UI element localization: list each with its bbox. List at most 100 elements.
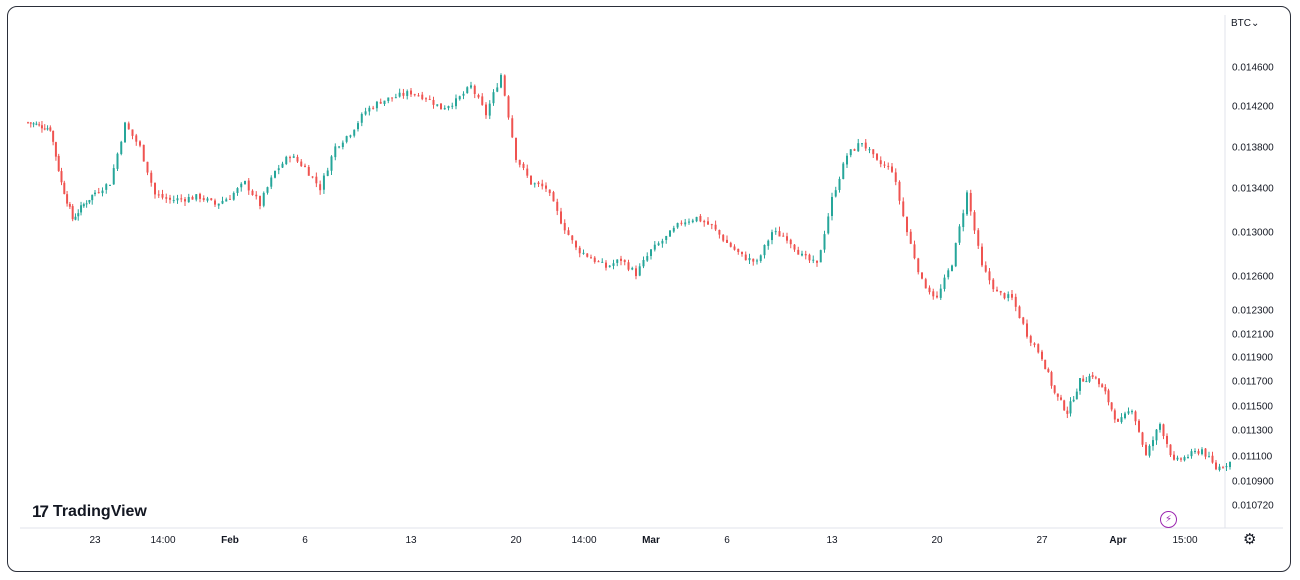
candle-body xyxy=(699,216,702,222)
candle-body xyxy=(703,220,706,223)
candle-body xyxy=(105,184,108,190)
candle-body xyxy=(1085,380,1088,383)
candle-body xyxy=(601,261,604,263)
candle-body xyxy=(563,222,566,231)
price-tick-label: 0.011100 xyxy=(1232,452,1273,463)
price-tick-label: 0.013000 xyxy=(1232,228,1274,239)
candle-body xyxy=(778,231,781,237)
candle-body xyxy=(485,104,487,116)
candle-body xyxy=(861,143,863,145)
candle-body xyxy=(981,246,983,266)
candle-body xyxy=(676,223,679,228)
candle-body xyxy=(387,97,390,102)
tradingview-logo-mark: 17 xyxy=(32,502,49,521)
price-tick-label: 0.012600 xyxy=(1232,272,1274,283)
candle-body xyxy=(1155,429,1158,441)
price-tick-label: 0.011700 xyxy=(1232,377,1273,388)
candle-body xyxy=(1190,451,1193,457)
candles-layer xyxy=(27,73,1231,472)
candle-body xyxy=(410,90,412,95)
candle-body xyxy=(902,201,905,217)
candle-body xyxy=(225,199,228,202)
time-tick-label: 14:00 xyxy=(150,535,175,546)
candle-body xyxy=(150,172,153,183)
candle-body xyxy=(1104,387,1107,392)
candle-body xyxy=(526,168,529,176)
candle-body xyxy=(973,212,976,231)
candle-body xyxy=(169,197,171,200)
candle-body xyxy=(251,190,254,195)
candle-body xyxy=(300,161,303,167)
candle-body xyxy=(285,156,288,165)
candle-body xyxy=(1229,461,1231,468)
candle-body xyxy=(612,263,615,266)
candle-body xyxy=(684,222,687,225)
candle-body xyxy=(372,107,375,109)
candle-body xyxy=(488,103,491,116)
candle-body xyxy=(714,224,717,230)
candle-body xyxy=(80,205,83,213)
candle-body xyxy=(642,260,645,267)
candle-body xyxy=(582,252,585,254)
candle-body xyxy=(161,193,164,198)
candle-body xyxy=(135,135,138,142)
candle-body xyxy=(631,267,634,270)
candle-body xyxy=(451,105,454,107)
time-tick-label: 14:00 xyxy=(571,535,596,546)
candle-body xyxy=(657,243,660,246)
gear-icon[interactable]: ⚙ xyxy=(1243,530,1257,548)
lightning-icon[interactable]: ⚡ xyxy=(1160,511,1177,528)
candle-body xyxy=(458,96,461,100)
candle-body xyxy=(608,265,611,267)
candle-body xyxy=(375,101,378,109)
candle-body xyxy=(1014,296,1017,307)
candle-body xyxy=(60,171,63,183)
candle-body xyxy=(849,149,852,156)
candle-body xyxy=(1183,457,1186,461)
candle-body xyxy=(593,257,596,262)
candle-body xyxy=(548,189,551,194)
candle-body xyxy=(575,241,577,248)
candle-body xyxy=(43,128,46,130)
candle-body xyxy=(492,92,495,104)
symbol-selector-button[interactable]: BTC⌄ xyxy=(1231,18,1259,29)
candle-body xyxy=(91,194,94,201)
candle-body xyxy=(638,266,641,276)
candle-body xyxy=(623,260,626,262)
candle-body xyxy=(635,268,637,277)
candle-body xyxy=(1131,411,1133,413)
candle-body xyxy=(969,193,972,212)
candle-body xyxy=(417,95,420,97)
candle-body xyxy=(289,157,291,159)
candle-body xyxy=(1079,378,1081,391)
candle-body xyxy=(767,240,770,246)
candle-body xyxy=(737,248,740,252)
candle-body xyxy=(1060,397,1062,400)
candle-body xyxy=(1063,400,1066,411)
candle-body xyxy=(984,265,987,272)
candle-body xyxy=(1029,336,1032,343)
time-tick-label: 13 xyxy=(826,535,838,546)
candle-body xyxy=(605,262,607,268)
candle-body xyxy=(54,142,57,157)
candle-body xyxy=(1091,375,1094,377)
candle-body xyxy=(1101,384,1104,388)
tradingview-logo[interactable]: 17 TradingView xyxy=(32,502,147,522)
candle-body xyxy=(1098,378,1100,385)
candle-body xyxy=(244,180,246,184)
candle-body xyxy=(180,198,183,200)
candle-body xyxy=(413,94,416,96)
candle-body xyxy=(1127,411,1130,414)
candle-body xyxy=(85,203,88,205)
candle-body xyxy=(142,144,145,162)
candle-body xyxy=(1173,454,1175,460)
candle-body xyxy=(1204,448,1207,457)
candle-body xyxy=(443,108,446,110)
candle-body xyxy=(1162,424,1165,436)
candle-body xyxy=(503,75,506,96)
candle-body xyxy=(1026,323,1028,337)
candle-body xyxy=(936,295,938,298)
candle-body xyxy=(650,249,652,256)
candle-body xyxy=(627,262,630,270)
